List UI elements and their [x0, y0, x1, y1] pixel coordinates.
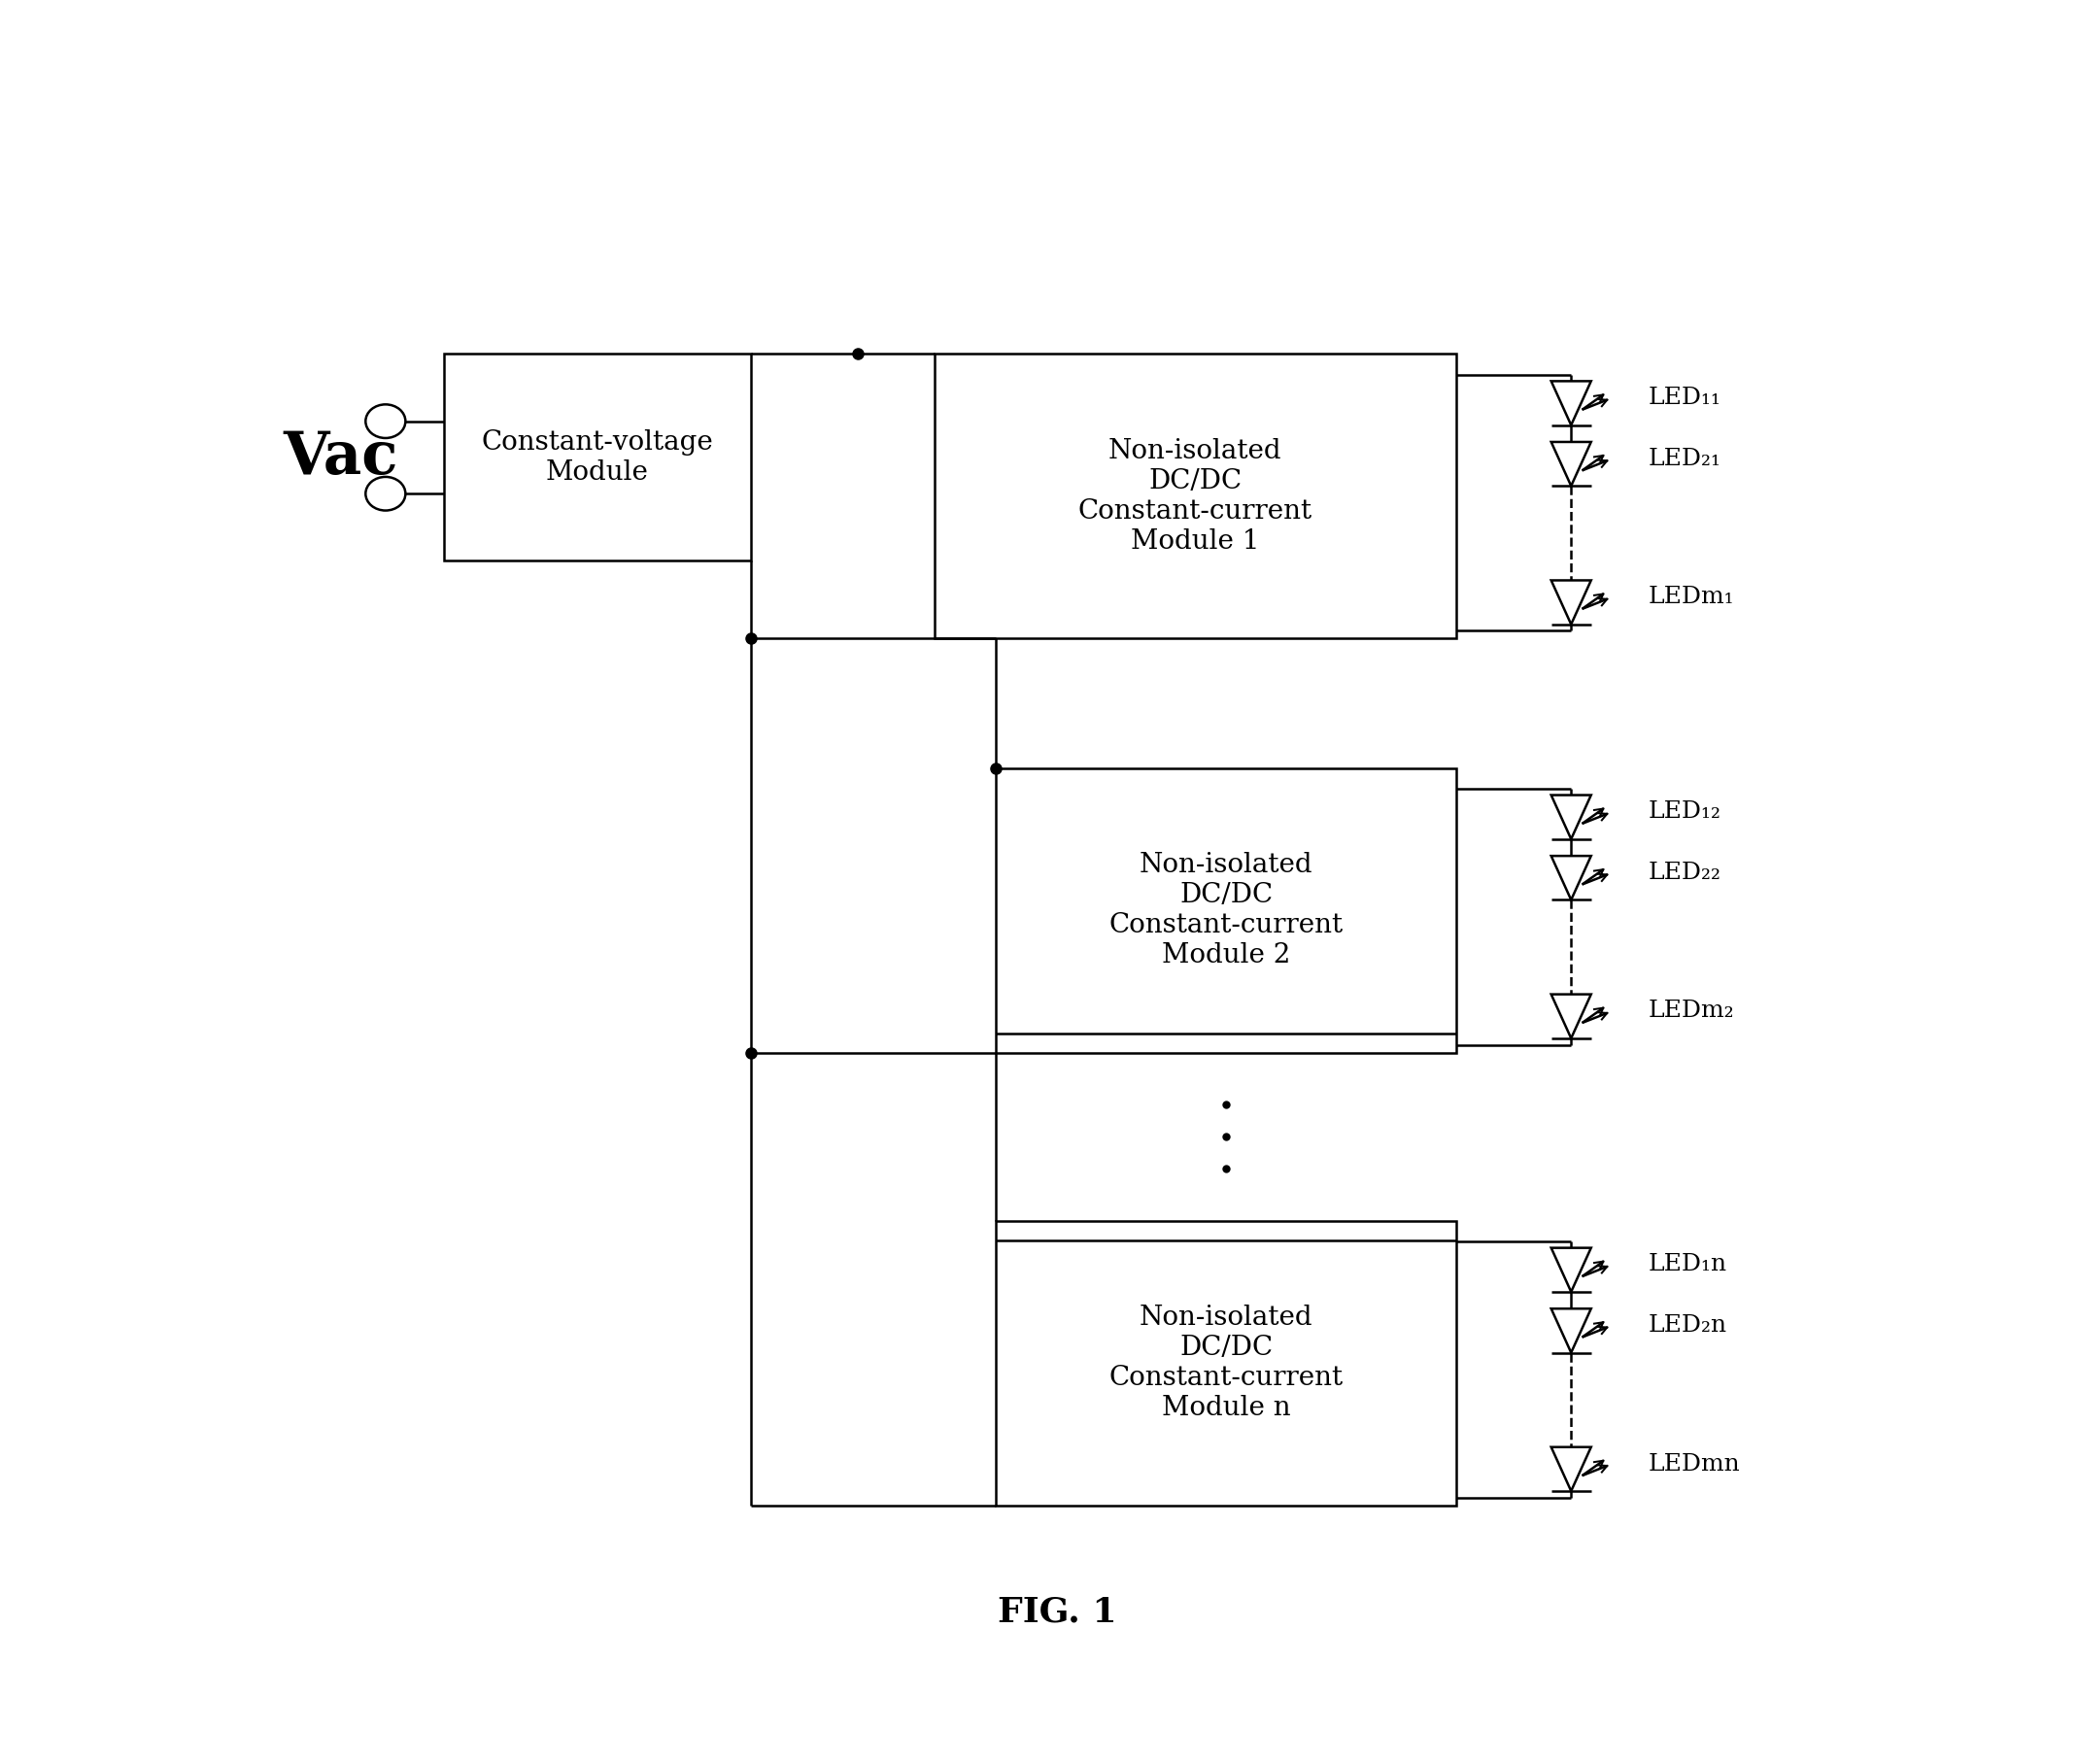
- Text: LED₁₁: LED₁₁: [1648, 386, 1721, 409]
- Text: LED₂₂: LED₂₂: [1648, 861, 1721, 884]
- Text: Non-isolated
DC/DC
Constant-current
Module 1: Non-isolated DC/DC Constant-current Modu…: [1078, 437, 1313, 556]
- Polygon shape: [1550, 1309, 1592, 1353]
- Polygon shape: [1550, 580, 1592, 624]
- Polygon shape: [1550, 1247, 1592, 1291]
- Text: LED₂₁: LED₂₁: [1648, 448, 1721, 469]
- Polygon shape: [1550, 381, 1592, 425]
- Text: LEDm₁: LEDm₁: [1648, 586, 1733, 609]
- Polygon shape: [1550, 443, 1592, 485]
- Text: Vac: Vac: [283, 429, 397, 487]
- Text: LED₂n: LED₂n: [1648, 1314, 1727, 1337]
- Bar: [935, 355, 1457, 639]
- Text: Constant-voltage
Module: Constant-voltage Module: [482, 429, 713, 485]
- Text: LED₁₂: LED₁₂: [1648, 801, 1721, 824]
- Text: FIG. 1: FIG. 1: [997, 1596, 1116, 1628]
- Text: Non-isolated
DC/DC
Constant-current
Module n: Non-isolated DC/DC Constant-current Modu…: [1110, 1304, 1342, 1422]
- Text: LED₁n: LED₁n: [1648, 1254, 1727, 1275]
- Bar: [445, 355, 750, 561]
- Polygon shape: [1550, 995, 1592, 1039]
- Text: Non-isolated
DC/DC
Constant-current
Module 2: Non-isolated DC/DC Constant-current Modu…: [1110, 852, 1342, 968]
- Bar: [995, 1221, 1457, 1505]
- Text: LEDm₂: LEDm₂: [1648, 1000, 1733, 1023]
- Polygon shape: [1550, 856, 1592, 900]
- Polygon shape: [1550, 1446, 1592, 1491]
- Text: LEDmn: LEDmn: [1648, 1454, 1739, 1475]
- Polygon shape: [1550, 796, 1592, 840]
- Bar: [995, 767, 1457, 1053]
